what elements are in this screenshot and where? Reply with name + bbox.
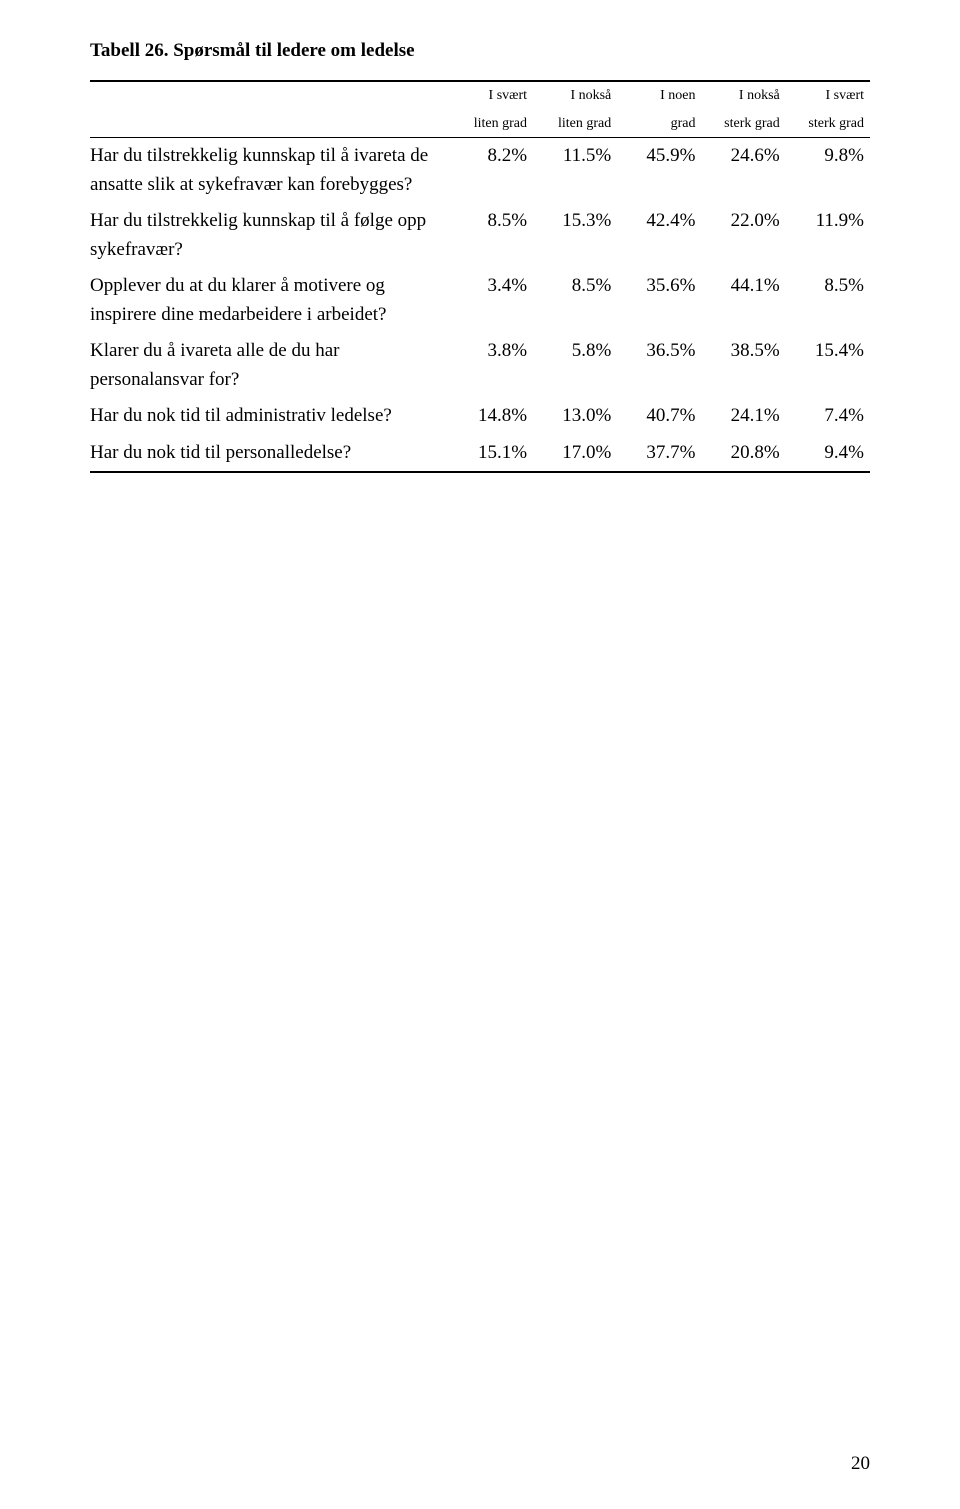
- header-col-2b: liten grad: [533, 110, 617, 138]
- header-col-5a: I svært: [786, 81, 870, 110]
- data-table: I svært I nokså I noen I nokså I svært l…: [90, 80, 870, 473]
- table-row: Har du tilstrekkelig kunnskap til å ivar…: [90, 138, 870, 204]
- value-cell: 3.8%: [449, 333, 533, 398]
- value-cell: 3.4%: [449, 268, 533, 333]
- header-col-4a: I nokså: [702, 81, 786, 110]
- value-cell: 17.0%: [533, 435, 617, 473]
- table-row: Opplever du at du klarer å motivere og i…: [90, 268, 870, 333]
- table-row: Klarer du å ivareta alle de du har perso…: [90, 333, 870, 398]
- value-cell: 15.4%: [786, 333, 870, 398]
- question-cell: Opplever du at du klarer å motivere og i…: [90, 268, 449, 333]
- header-col-1b: liten grad: [449, 110, 533, 138]
- table-body: Har du tilstrekkelig kunnskap til å ivar…: [90, 138, 870, 473]
- header-blank: [90, 81, 449, 110]
- question-cell: Har du tilstrekkelig kunnskap til å ivar…: [90, 138, 449, 204]
- value-cell: 9.8%: [786, 138, 870, 204]
- header-col-5b: sterk grad: [786, 110, 870, 138]
- value-cell: 14.8%: [449, 398, 533, 435]
- header-col-2a: I nokså: [533, 81, 617, 110]
- value-cell: 11.9%: [786, 203, 870, 268]
- header-col-3a: I noen: [617, 81, 701, 110]
- question-cell: Har du nok tid til personalledelse?: [90, 435, 449, 473]
- value-cell: 11.5%: [533, 138, 617, 204]
- document-page: Tabell 26. Spørsmål til ledere om ledels…: [0, 0, 960, 1509]
- header-row-2: liten grad liten grad grad sterk grad st…: [90, 110, 870, 138]
- value-cell: 37.7%: [617, 435, 701, 473]
- question-cell: Klarer du å ivareta alle de du har perso…: [90, 333, 449, 398]
- value-cell: 24.1%: [702, 398, 786, 435]
- value-cell: 15.1%: [449, 435, 533, 473]
- header-blank-2: [90, 110, 449, 138]
- value-cell: 40.7%: [617, 398, 701, 435]
- question-cell: Har du nok tid til administrativ ledelse…: [90, 398, 449, 435]
- table-header: I svært I nokså I noen I nokså I svært l…: [90, 81, 870, 138]
- value-cell: 8.2%: [449, 138, 533, 204]
- value-cell: 35.6%: [617, 268, 701, 333]
- value-cell: 9.4%: [786, 435, 870, 473]
- page-number: 20: [851, 1453, 870, 1475]
- value-cell: 7.4%: [786, 398, 870, 435]
- header-col-4b: sterk grad: [702, 110, 786, 138]
- value-cell: 20.8%: [702, 435, 786, 473]
- table-row: Har du nok tid til administrativ ledelse…: [90, 398, 870, 435]
- table-row: Har du nok tid til personalledelse? 15.1…: [90, 435, 870, 473]
- value-cell: 15.3%: [533, 203, 617, 268]
- value-cell: 8.5%: [449, 203, 533, 268]
- value-cell: 8.5%: [533, 268, 617, 333]
- value-cell: 13.0%: [533, 398, 617, 435]
- value-cell: 36.5%: [617, 333, 701, 398]
- value-cell: 22.0%: [702, 203, 786, 268]
- value-cell: 5.8%: [533, 333, 617, 398]
- value-cell: 8.5%: [786, 268, 870, 333]
- value-cell: 38.5%: [702, 333, 786, 398]
- value-cell: 24.6%: [702, 138, 786, 204]
- header-col-1a: I svært: [449, 81, 533, 110]
- table-row: Har du tilstrekkelig kunnskap til å følg…: [90, 203, 870, 268]
- header-row-1: I svært I nokså I noen I nokså I svært: [90, 81, 870, 110]
- value-cell: 44.1%: [702, 268, 786, 333]
- header-col-3b: grad: [617, 110, 701, 138]
- value-cell: 45.9%: [617, 138, 701, 204]
- value-cell: 42.4%: [617, 203, 701, 268]
- table-title: Tabell 26. Spørsmål til ledere om ledels…: [90, 40, 870, 62]
- question-cell: Har du tilstrekkelig kunnskap til å følg…: [90, 203, 449, 268]
